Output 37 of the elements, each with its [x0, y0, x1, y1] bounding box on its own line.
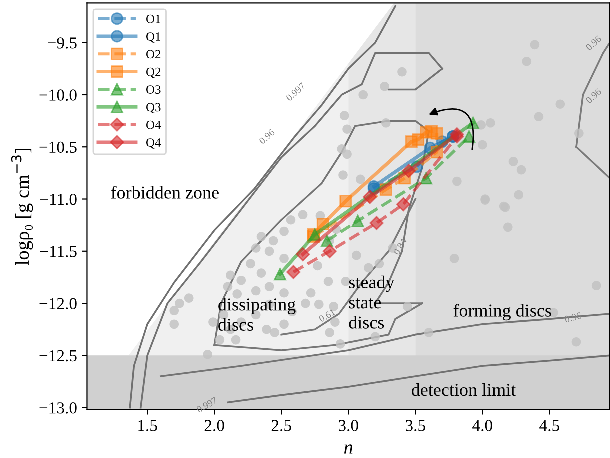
legend-label: O4 — [146, 120, 162, 130]
annotation: 0.84 — [393, 238, 408, 256]
x-tick-label: 2.0 — [204, 420, 224, 432]
x-tick-label: 3.5 — [406, 420, 426, 432]
annotation: 0.61 — [318, 308, 336, 323]
legend-label: Q3 — [146, 103, 161, 114]
y-tick-label: −10.0 — [40, 90, 77, 101]
y-tick-label: −10.5 — [40, 142, 77, 154]
annotation: forming discs — [454, 304, 552, 321]
y-tick-label: −11.0 — [40, 194, 77, 206]
x-tick-label: 1.5 — [138, 420, 158, 432]
x-tick-label: 2.5 — [272, 420, 292, 432]
y-tick-label: −13.0 — [40, 402, 77, 414]
annotation: 0.96 — [258, 128, 276, 145]
annotation: 0.997 — [196, 396, 218, 414]
annotation: dissipating discs — [218, 298, 296, 331]
x-axis-title: n — [344, 444, 353, 454]
y-tick-label: −11.5 — [40, 246, 77, 258]
y-tick-label: −12.5 — [40, 350, 77, 362]
legend-label: O1 — [146, 14, 161, 24]
legend-label: O3 — [146, 86, 161, 94]
legend-label: O2 — [146, 50, 161, 59]
legend-label: Q1 — [146, 32, 161, 43]
annotation: 0.96 — [586, 35, 602, 52]
annotation: steady state discs — [349, 276, 395, 329]
legend-label: Q2 — [146, 68, 161, 78]
annotation: detection limit — [412, 383, 516, 396]
y-tick-label: −9.5 — [48, 38, 77, 49]
legend-label: Q4 — [146, 138, 162, 149]
annotation: 0.96 — [586, 88, 602, 104]
y-axis-title: logρ₀ [g cm$^{−3}$] — [11, 148, 34, 266]
y-tick-label: −12.0 — [40, 298, 77, 310]
x-tick-label: 4.5 — [540, 420, 560, 432]
annotation: forbidden zone — [111, 186, 219, 199]
x-tick-label: 4.0 — [472, 420, 492, 432]
x-tick-label: 3.0 — [338, 420, 358, 432]
annotation: 0.96 — [564, 312, 582, 323]
